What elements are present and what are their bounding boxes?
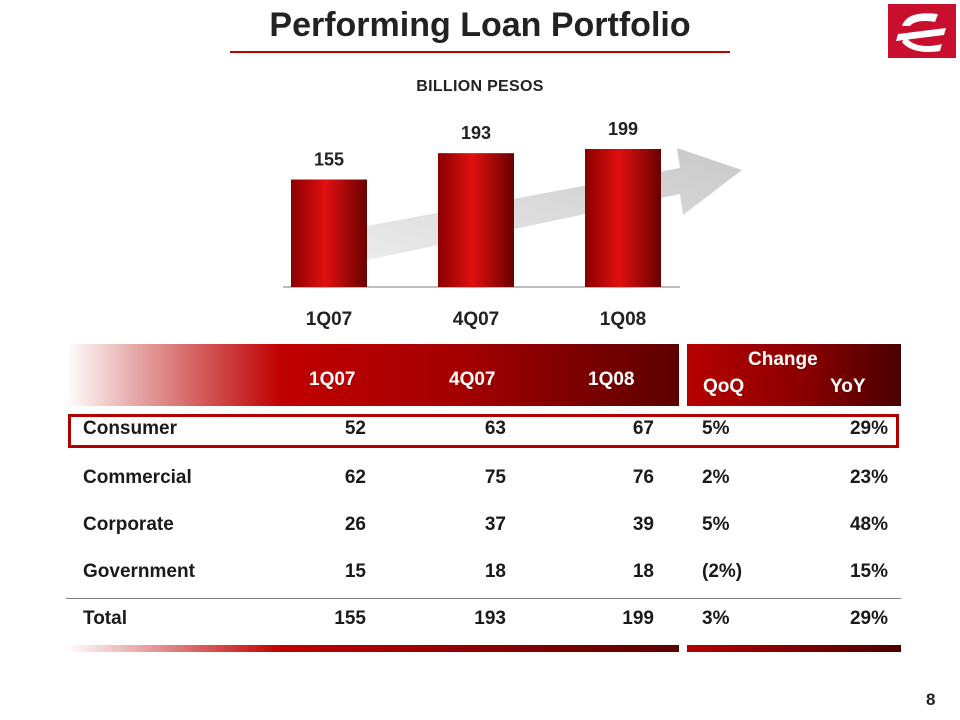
- row-label: Corporate: [83, 514, 174, 535]
- table-header-change: Change QoQ YoY: [687, 344, 901, 406]
- cell-1q07: 26: [344, 514, 366, 535]
- page-number: 8: [926, 690, 936, 709]
- title-underline: [230, 51, 730, 53]
- col-header-4q07: 4Q07: [449, 369, 496, 390]
- cell-1q07: 155: [334, 608, 366, 629]
- cell-qoq: 2%: [702, 467, 730, 488]
- table-header-periods: 1Q07 4Q07 1Q08: [66, 344, 679, 406]
- cell-4q07: 18: [484, 561, 506, 582]
- trend-arrow: [345, 148, 742, 262]
- bar-4q07: [438, 153, 514, 287]
- chart-subtitle: BILLION PESOS: [416, 78, 544, 95]
- cell-yoy: 29%: [849, 418, 888, 439]
- cell-1q07: 15: [344, 561, 366, 582]
- logo-icon: [896, 13, 946, 52]
- cell-yoy: 48%: [849, 514, 888, 535]
- cell-1q07: 52: [344, 418, 366, 439]
- bar-value-label: 193: [461, 123, 491, 143]
- table-row-commercial: Commercial 62 75 76 2% 23%: [66, 463, 901, 497]
- row-label: Total: [83, 608, 127, 629]
- bar-value-label: 155: [314, 150, 344, 170]
- col-header-change: Change: [748, 349, 818, 370]
- cell-qoq: 5%: [702, 418, 730, 439]
- row-label: Government: [83, 561, 195, 582]
- cell-4q07: 63: [484, 418, 506, 439]
- category-label: 1Q07: [306, 309, 352, 330]
- cell-yoy: 29%: [849, 608, 888, 629]
- cell-yoy: 23%: [849, 467, 888, 488]
- page-title: Performing Loan Portfolio: [269, 6, 691, 44]
- cell-4q07: 75: [484, 467, 506, 488]
- col-header-yoy: YoY: [830, 376, 866, 397]
- table-footer-bar-right: [687, 645, 901, 652]
- cell-1q08: 18: [632, 561, 654, 582]
- cell-1q08: 199: [622, 608, 654, 629]
- table-row-total: Total 155 193 199 3% 29%: [66, 604, 901, 638]
- bank-logo: [888, 4, 956, 58]
- table-row-consumer: Consumer 52 63 67 5% 29%: [66, 414, 901, 448]
- cell-4q07: 37: [484, 514, 506, 535]
- table-row-corporate: Corporate 26 37 39 5% 48%: [66, 510, 901, 544]
- cell-1q07: 62: [344, 467, 366, 488]
- cell-qoq: (2%): [702, 561, 743, 582]
- cell-qoq: 5%: [702, 514, 730, 535]
- col-header-1q07: 1Q07: [309, 369, 356, 390]
- total-divider: [66, 598, 901, 599]
- cell-1q08: 67: [632, 418, 654, 439]
- cell-qoq: 3%: [702, 608, 730, 629]
- cell-1q08: 76: [632, 467, 654, 488]
- table-footer-bar-left: [66, 645, 679, 652]
- col-header-qoq: QoQ: [703, 376, 745, 397]
- bar-chart: 155 1Q07 193 4Q07 199 1Q08: [283, 119, 742, 330]
- row-label: Consumer: [83, 418, 177, 439]
- bar-1q08: [585, 149, 661, 287]
- category-label: 1Q08: [600, 309, 646, 330]
- bar-1q07: [291, 179, 367, 287]
- row-label: Commercial: [83, 467, 192, 488]
- col-header-1q08: 1Q08: [588, 369, 635, 390]
- table-row-government: Government 15 18 18 (2%) 15%: [66, 557, 901, 591]
- cell-1q08: 39: [632, 514, 654, 535]
- cell-yoy: 15%: [849, 561, 888, 582]
- consumer-row-highlight: [68, 414, 899, 448]
- cell-4q07: 193: [474, 608, 506, 629]
- category-label: 4Q07: [453, 309, 499, 330]
- bar-value-label: 199: [608, 119, 638, 139]
